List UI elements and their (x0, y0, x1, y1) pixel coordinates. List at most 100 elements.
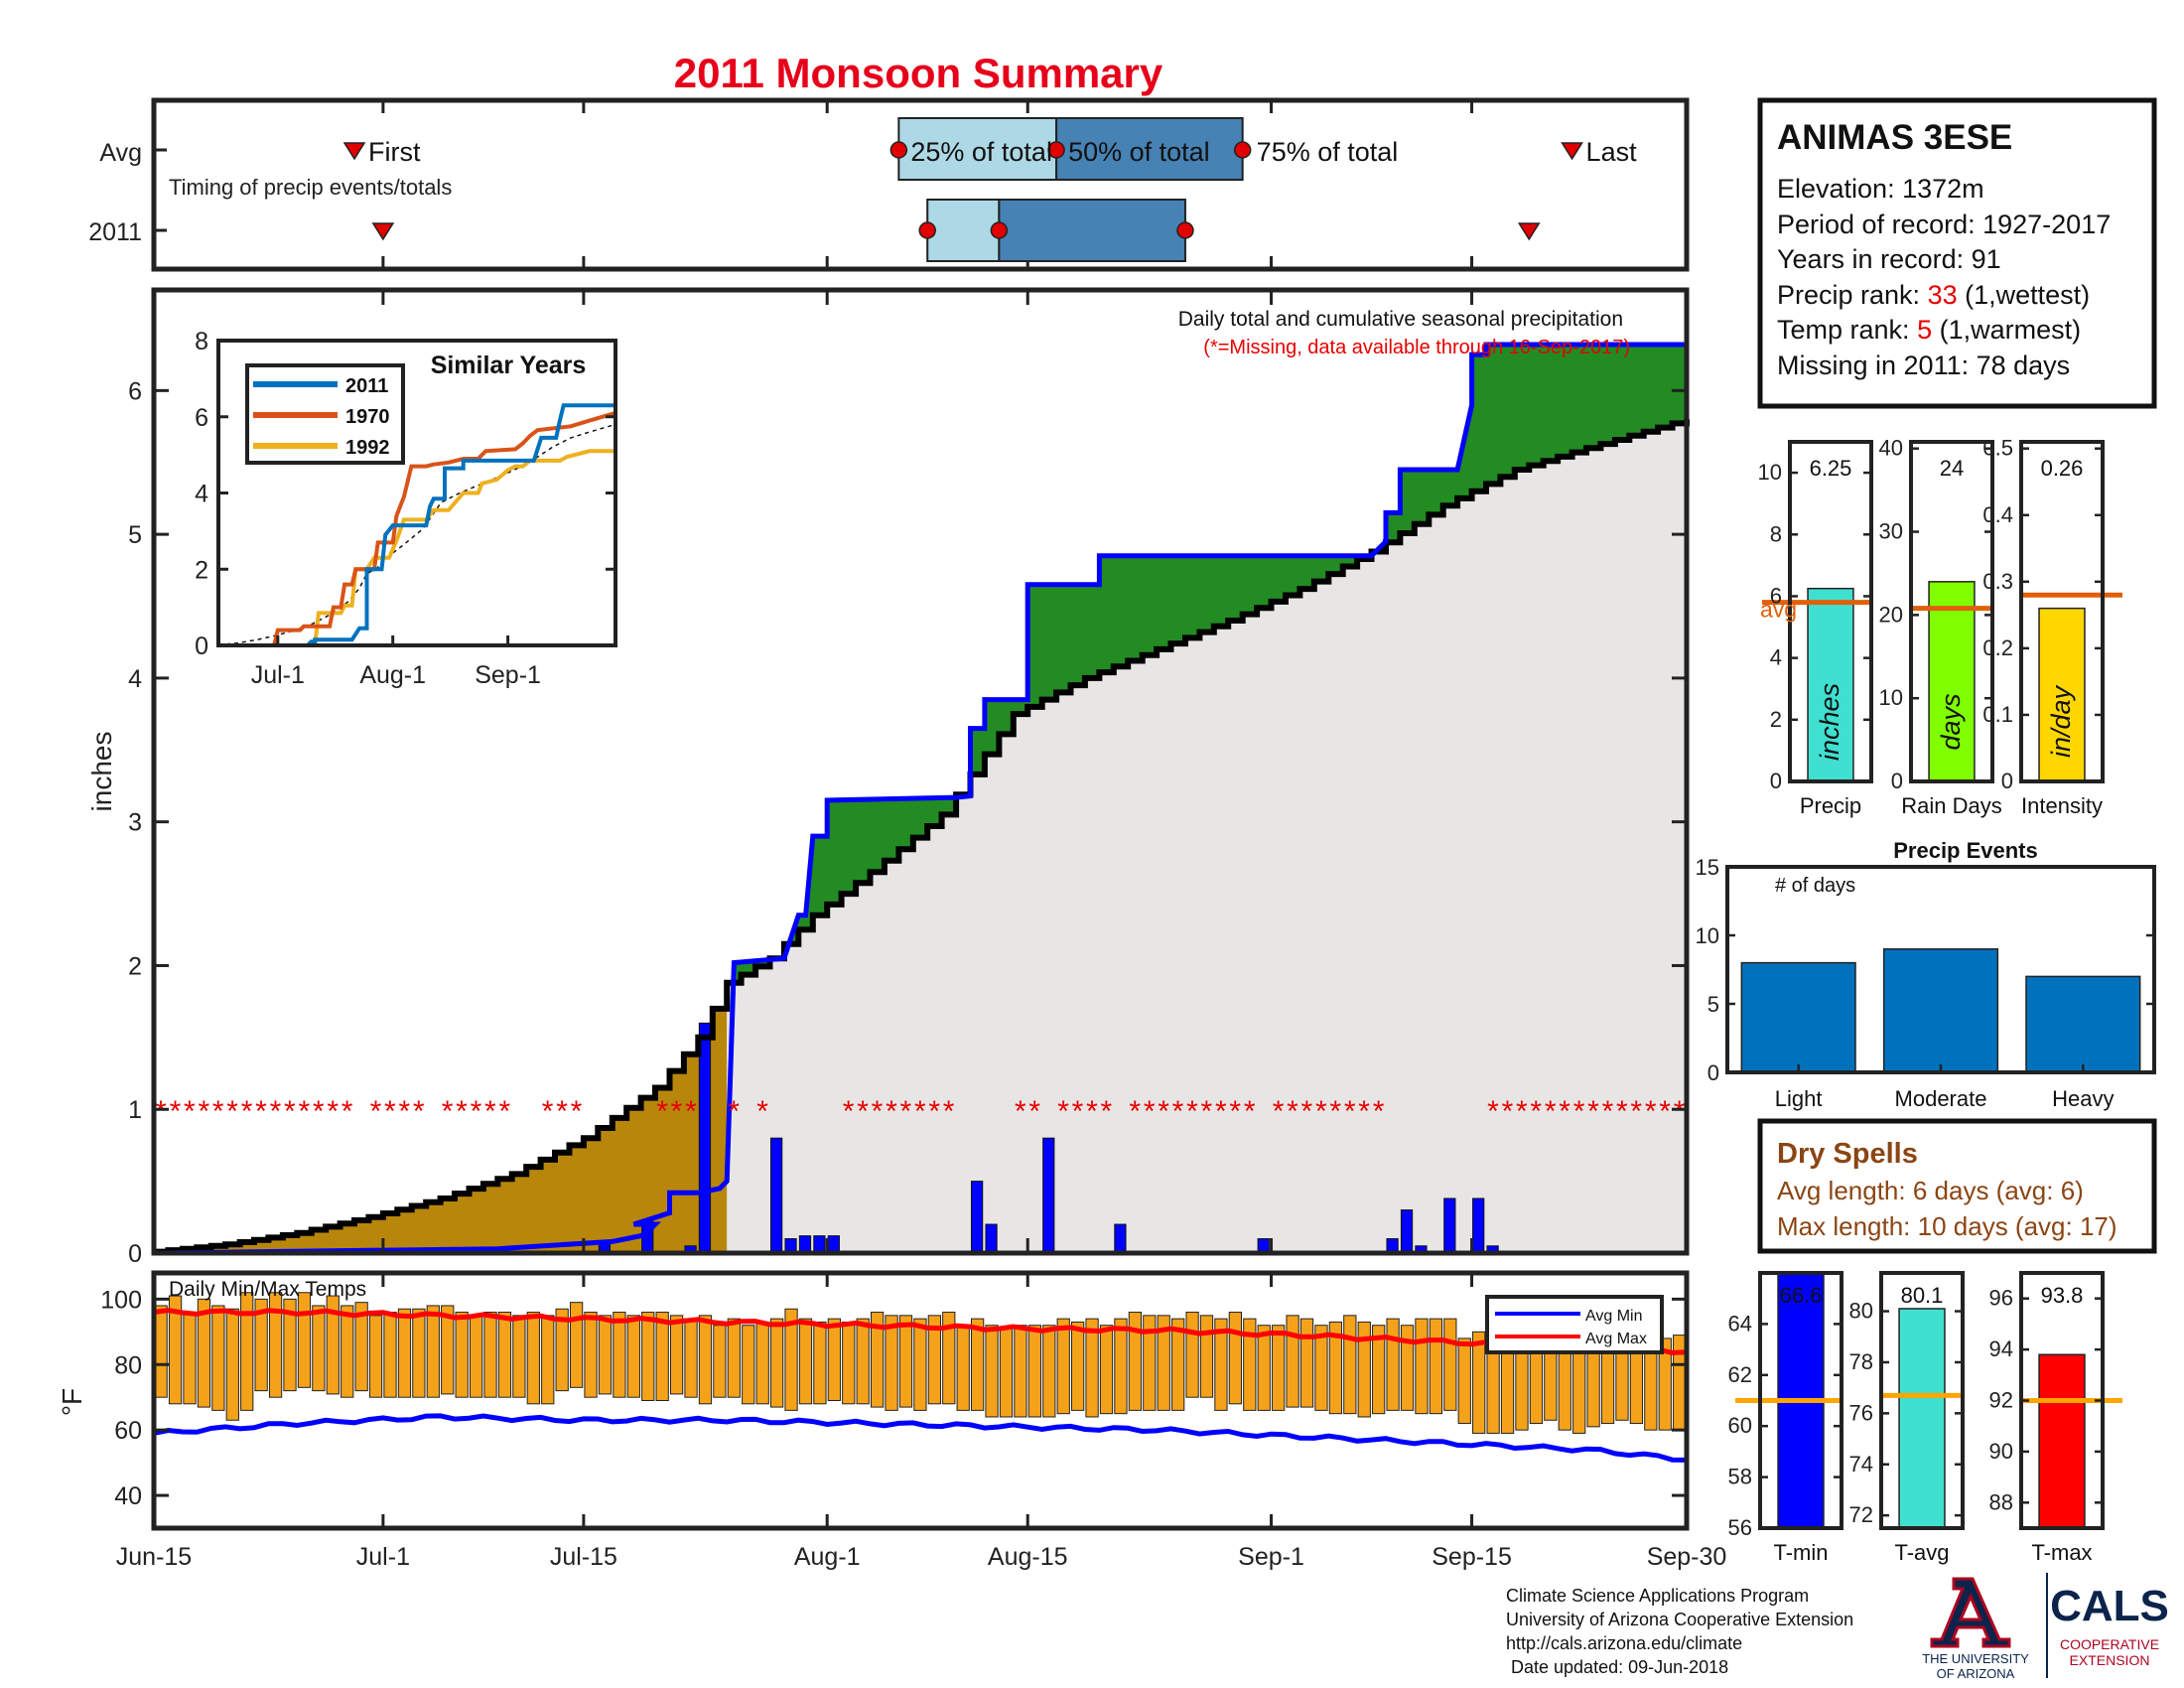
timing-first-label: First (368, 137, 421, 167)
daily-temp-bar (1228, 1312, 1243, 1405)
daily-precip-bar (985, 1223, 998, 1254)
footer-credits: Climate Science Applications Program Uni… (1506, 1586, 1853, 1677)
timing-panel: Avg 2011 Timing of precip events/totals … (88, 97, 1690, 272)
temp-category-label: T-avg (1894, 1540, 1949, 1565)
summary-y-tick-label: 4 (1770, 645, 1782, 670)
temp-panel-y-tick-label: 96 (1989, 1286, 2013, 1311)
daily-precip-bar (1400, 1209, 1414, 1254)
temp-panel-y-tick-label: 60 (1728, 1413, 1752, 1438)
temp-category-label: T-max (2031, 1540, 2092, 1565)
university-of-arizona-logo: THE UNIVERSITY OF ARIZONA CALS COOPERATI… (1922, 1573, 2169, 1681)
inset-frame (216, 339, 617, 647)
missing-day-marker: * (384, 1095, 396, 1128)
summary-value-label: 0.26 (2041, 456, 2084, 481)
daily-temp-bar (684, 1318, 698, 1398)
timing-avg-p75-marker (1233, 141, 1252, 159)
daily-temp-bar (441, 1305, 455, 1395)
precip-events-ylabel: # of days (1775, 875, 1855, 897)
missing-day-marker: * (1559, 1095, 1570, 1128)
precip-events-y-tick-label: 5 (1707, 992, 1719, 1017)
missing-day-marker: * (1201, 1095, 1213, 1128)
footer-line-2: University of Arizona Cooperative Extens… (1506, 1610, 1853, 1629)
missing-day-marker: * (1215, 1095, 1227, 1128)
timing-2011-box-25-50 (926, 199, 1001, 262)
daily-temp-bar (412, 1308, 426, 1398)
dry-spells-title: Dry Spells (1777, 1138, 1918, 1170)
missing-day-marker: * (270, 1095, 282, 1128)
timing-2011-last-marker (1517, 222, 1541, 241)
daily-temp-bar (512, 1315, 526, 1398)
timing-2011-p25-marker (918, 221, 936, 239)
daily-temp-bar (1328, 1321, 1343, 1415)
station-elevation: Elevation: 1372m (1777, 174, 1984, 204)
timing-row-label-avg: Avg (99, 139, 142, 167)
daily-temp-bar (168, 1295, 183, 1405)
missing-day-marker: * (370, 1095, 382, 1128)
daily-temp-bar (268, 1292, 283, 1398)
daily-temp-bars (154, 1292, 1687, 1434)
missing-day-marker: * (1129, 1095, 1141, 1128)
missing-day-marker: * (1674, 1095, 1686, 1128)
summary-bar (1928, 581, 1976, 782)
missing-day-marker: * (1545, 1095, 1557, 1128)
missing-day-marker: * (1329, 1095, 1341, 1128)
missing-day-marker: * (313, 1095, 325, 1128)
temp-panel-y-tick-label: 58 (1728, 1465, 1752, 1489)
daily-temp-bar (727, 1318, 741, 1398)
temp-chart-title: Daily Min/Max Temps (169, 1278, 366, 1301)
timing-avg-last-marker (1561, 142, 1583, 161)
station-temp-rank: Temp rank: 5 (1,warmest) (1777, 315, 2081, 345)
summary-y-tick-label: 6 (1770, 583, 1782, 608)
precip-y-axis-label: inches (86, 732, 117, 812)
daily-temp-bar (1658, 1337, 1672, 1431)
station-period: Period of record: 1927-2017 (1777, 210, 2111, 239)
daily-precip-bar (827, 1235, 840, 1254)
temp-rank-value: 5 (1917, 315, 1932, 345)
daily-temp-bar (1386, 1318, 1400, 1411)
daily-temp-bar (584, 1312, 598, 1398)
daily-temp-bar (1071, 1321, 1085, 1411)
daily-temp-bar (1128, 1312, 1142, 1411)
missing-day-marker: * (728, 1095, 740, 1128)
missing-day-marker: * (1659, 1095, 1671, 1128)
summary-y-tick-label: 2 (1770, 707, 1782, 732)
temp-x-tick-label: Jun-15 (116, 1543, 192, 1571)
timing-row-label-2011: 2011 (88, 218, 142, 246)
temp-x-tick-label: Sep-15 (1432, 1543, 1512, 1571)
summary-panel-frame (1788, 440, 1873, 783)
summary-y-tick-label: 0.1 (1982, 702, 2013, 727)
missing-day-marker: * (284, 1095, 296, 1128)
inset-legend: 2011 1970 1992 (245, 363, 405, 465)
temp-panel-y-tick-label: 92 (1989, 1388, 2013, 1413)
inset-series-2011 (218, 403, 615, 647)
missing-day-marker: * (1072, 1095, 1084, 1128)
cals-logo-line-3: EXTENSION (2070, 1652, 2150, 1668)
precip-events-title: Precip Events (1893, 838, 2038, 863)
temp-x-tick-label: Aug-15 (988, 1543, 1068, 1571)
summary-y-tick-label: 40 (1879, 436, 1903, 461)
missing-day-marker: * (1101, 1095, 1113, 1128)
daily-temp-bar (669, 1315, 684, 1395)
temp-panel-y-tick-label: 62 (1728, 1362, 1752, 1387)
station-years: Years in record: 91 (1777, 244, 2001, 274)
ua-logo-line-2: OF ARIZONA (1937, 1666, 2015, 1681)
dry-spells-box: Dry Spells Avg length: 6 days (avg: 6) M… (1757, 1118, 2157, 1254)
daily-temp-bar (1243, 1318, 1257, 1411)
arizona-a-icon (1930, 1577, 2011, 1648)
missing-day-marker: * (1315, 1095, 1327, 1128)
inset-ticks: 0 2 4 6 8 Jul-1 Aug-1 Sep-1 (195, 328, 615, 689)
temp-chart-frame (151, 1270, 1690, 1531)
daily-temp-bar (613, 1312, 626, 1398)
daily-precip-bar (971, 1181, 984, 1254)
temp-panel-y-tick-label: 64 (1728, 1311, 1752, 1336)
missing-day-marker: * (212, 1095, 224, 1128)
daily-temp-bar (1214, 1318, 1228, 1411)
daily-temp-bar (798, 1318, 813, 1405)
missing-day-marker: * (226, 1095, 238, 1128)
daily-temp-bar (1586, 1350, 1600, 1428)
daily-temp-bar (769, 1318, 784, 1408)
daily-precip-bar (1114, 1223, 1127, 1254)
temp-panel-y-tick-label: 56 (1728, 1515, 1752, 1540)
inset-y-tick-label: 6 (195, 404, 208, 432)
